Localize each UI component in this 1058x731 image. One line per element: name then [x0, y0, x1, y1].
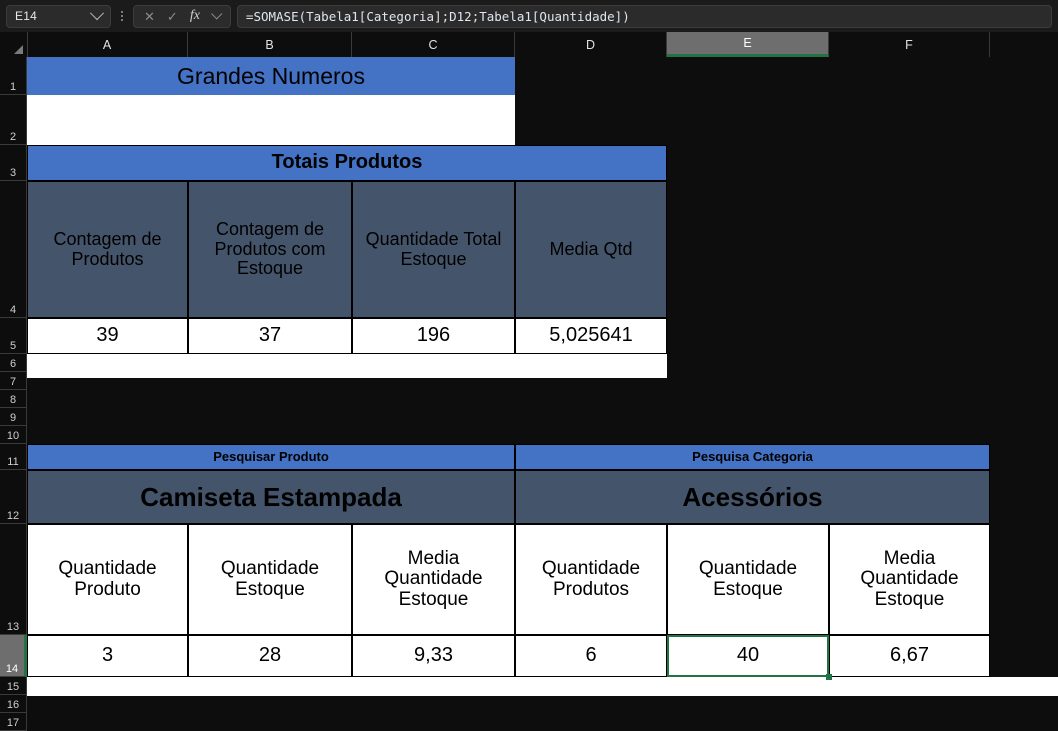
cell-e13-header[interactable]: Quantidade Estoque — [667, 524, 829, 635]
spreadsheet-grid: A B C D E F 1 2 3 4 5 6 7 8 9 10 11 12 1… — [0, 32, 1058, 731]
cell-d12-categoria-value[interactable]: Acessórios — [515, 470, 990, 524]
cell-a11-pesquisar-produto-banner[interactable]: Pesquisar Produto — [27, 444, 515, 470]
row-header-1[interactable]: 1 — [0, 57, 27, 95]
cell-a13-header[interactable]: Quantidade Produto — [27, 524, 188, 635]
column-header-c[interactable]: C — [352, 32, 515, 57]
cell-a14-value[interactable]: 3 — [27, 635, 188, 677]
name-box[interactable]: E14 — [6, 4, 111, 28]
cell-d13-header[interactable]: Quantidade Produtos — [515, 524, 667, 635]
name-box-value: E14 — [15, 9, 37, 23]
used-range-row2 — [27, 95, 515, 145]
cell-c5-value[interactable]: 196 — [352, 318, 515, 354]
formula-bar: E14 ✕ ✓ fx =SOMASE(Tabela1[Categoria];D1… — [0, 0, 1058, 32]
row-header-2[interactable]: 2 — [0, 95, 27, 145]
cell-d11-pesquisa-categoria-banner[interactable]: Pesquisa Categoria — [515, 444, 990, 470]
row-header-4[interactable]: 4 — [0, 181, 27, 318]
cell-d14-value[interactable]: 6 — [515, 635, 667, 677]
cell-b5-value[interactable]: 37 — [188, 318, 352, 354]
cell-a1-title-banner[interactable]: Grandes Numeros — [27, 57, 515, 95]
cell-c14-value[interactable]: 9,33 — [352, 635, 515, 677]
fill-handle[interactable] — [826, 674, 832, 680]
cell-a12-produto-value[interactable]: Camiseta Estampada — [27, 470, 515, 524]
cell-e14-value[interactable]: 40 — [667, 635, 829, 677]
row-header-5[interactable]: 5 — [0, 318, 27, 354]
column-header-a[interactable]: A — [27, 32, 188, 57]
cell-a4-header[interactable]: Contagem de Produtos — [27, 181, 188, 318]
cell-f14-value[interactable]: 6,67 — [829, 635, 990, 677]
check-icon[interactable]: ✓ — [166, 8, 178, 24]
used-range-tail — [27, 677, 1058, 696]
more-options-icon[interactable] — [117, 11, 127, 21]
cell-c13-header[interactable]: Media Quantidade Estoque — [352, 524, 515, 635]
row-header-17[interactable]: 17 — [0, 713, 27, 731]
cell-d4-header[interactable]: Media Qtd — [515, 181, 667, 318]
row-header-15[interactable]: 15 — [0, 677, 27, 695]
formula-text: =SOMASE(Tabela1[Categoria];D12;Tabela1[Q… — [245, 8, 630, 24]
cell-d5-value[interactable]: 5,025641 — [515, 318, 667, 354]
column-header-f[interactable]: F — [829, 32, 990, 57]
column-header-d[interactable]: D — [515, 32, 667, 57]
column-headers: A B C D E F — [0, 32, 1058, 58]
row-header-6[interactable]: 6 — [0, 354, 27, 372]
cell-b14-value[interactable]: 28 — [188, 635, 352, 677]
formula-action-group: ✕ ✓ fx — [133, 4, 231, 28]
row-header-7[interactable]: 7 — [0, 372, 27, 390]
row-header-12[interactable]: 12 — [0, 470, 27, 524]
cell-b4-header[interactable]: Contagem de Produtos com Estoque — [188, 181, 352, 318]
row-header-14[interactable]: 14 — [0, 635, 27, 677]
cell-a3-totais-banner[interactable]: Totais Produtos — [27, 145, 667, 181]
column-header-b[interactable]: B — [188, 32, 352, 57]
cell-b13-header[interactable]: Quantidade Estoque — [188, 524, 352, 635]
fx-icon[interactable]: fx — [189, 8, 200, 23]
chevron-down-icon[interactable] — [210, 8, 223, 20]
cell-c4-header[interactable]: Quantidade Total Estoque — [352, 181, 515, 318]
row-header-9[interactable]: 9 — [0, 408, 27, 426]
row-header-8[interactable]: 8 — [0, 390, 27, 408]
row-header-13[interactable]: 13 — [0, 524, 27, 635]
column-header-e[interactable]: E — [667, 32, 829, 57]
row-header-11[interactable]: 11 — [0, 444, 27, 470]
cell-a5-value[interactable]: 39 — [27, 318, 188, 354]
chevron-down-icon[interactable] — [89, 6, 105, 21]
cell-f13-header[interactable]: Media Quantidade Estoque — [829, 524, 990, 635]
close-icon[interactable]: ✕ — [144, 8, 155, 24]
formula-input[interactable]: =SOMASE(Tabela1[Categoria];D12;Tabela1[Q… — [236, 4, 1052, 28]
select-all-corner[interactable] — [0, 32, 28, 58]
row-header-10[interactable]: 10 — [0, 426, 27, 444]
row-header-16[interactable]: 16 — [0, 695, 27, 713]
row-header-3[interactable]: 3 — [0, 145, 27, 181]
